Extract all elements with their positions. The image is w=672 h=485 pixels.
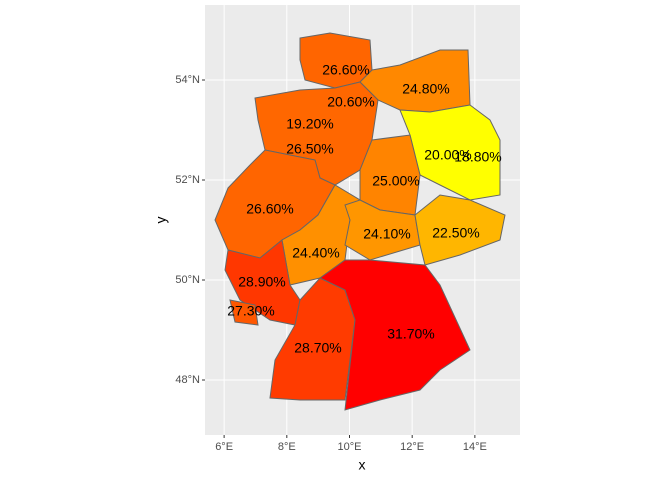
x-tick-label: 6°E	[215, 441, 233, 453]
region-label: 24.40%	[292, 245, 339, 261]
y-tick-label: 54°N	[175, 74, 200, 86]
region-label: 26.60%	[322, 62, 369, 78]
region	[229, 299, 259, 326]
x-tick-label: 14°E	[463, 441, 487, 453]
region-label: 27.30%	[227, 303, 274, 319]
region-label: 26.60%	[246, 201, 293, 217]
region	[414, 194, 506, 266]
region-label: 18.80%	[454, 149, 501, 165]
region-label: 20.00%	[424, 147, 471, 163]
y-axis-label: y	[153, 217, 169, 224]
x-tick-label: 8°E	[278, 441, 296, 453]
x-axis-label: x	[359, 457, 366, 473]
region-label: 24.80%	[402, 81, 449, 97]
region-label: 24.10%	[363, 226, 410, 242]
region	[269, 277, 356, 401]
region-label: 28.90%	[238, 274, 285, 290]
x-tick-label: 12°E	[400, 441, 424, 453]
region	[319, 259, 471, 411]
region-label: 28.70%	[294, 340, 341, 356]
region-label: 22.50%	[432, 225, 479, 241]
region-label: 31.70%	[387, 326, 434, 342]
region-label: 26.50%	[286, 141, 333, 157]
y-tick-label: 52°N	[175, 174, 200, 186]
region	[299, 32, 373, 89]
region-label: 20.60%	[327, 94, 374, 110]
region-label: 25.00%	[372, 173, 419, 189]
y-tick-label: 48°N	[175, 374, 200, 386]
x-tick-label: 10°E	[338, 441, 362, 453]
y-tick-label: 50°N	[175, 274, 200, 286]
region-label: 19.20%	[286, 116, 333, 132]
